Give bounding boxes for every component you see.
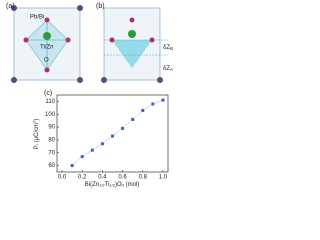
atom [11, 77, 17, 83]
point [121, 126, 125, 130]
label-part: A [170, 67, 173, 72]
y-tick-label: 80 [48, 137, 55, 143]
y-tick-label: 70 [48, 150, 55, 156]
point [70, 164, 74, 168]
y-tick-label: 110 [45, 99, 55, 105]
atom [77, 77, 83, 83]
atom [23, 37, 29, 43]
point [161, 98, 165, 102]
x-tick-label: 0.4 [98, 175, 107, 181]
atom [65, 37, 71, 43]
atom [129, 17, 135, 23]
point [100, 142, 104, 146]
point [111, 134, 114, 138]
label-part: Bi(Zn [85, 182, 99, 188]
atom [44, 17, 50, 23]
label: δZA [163, 66, 173, 73]
label-part: r [35, 143, 40, 145]
label: δZB [163, 45, 173, 52]
atom [149, 37, 155, 43]
atom [44, 67, 50, 73]
atom [109, 37, 115, 43]
label-part: P [34, 145, 40, 149]
page: (a) Pb/Bi Ti/Zn O (b) δZB δZA (c) Bi(Zn1… [6, 2, 174, 188]
triangle [112, 40, 152, 68]
x-tick-label: 0.6 [118, 175, 127, 181]
point [90, 148, 94, 152]
atom [43, 32, 51, 40]
y-tick-label: 100 [45, 112, 56, 118]
y-tick-label: 60 [48, 163, 55, 169]
point [131, 117, 135, 121]
label-part: (μC/cm [34, 123, 40, 144]
panel-label: (c) [44, 90, 52, 97]
atom [11, 5, 17, 11]
label-part: δZ [163, 66, 170, 72]
label-part: (mol) [124, 182, 139, 188]
y-axis-label: Pr (μC/cm2) [32, 119, 40, 150]
label: O [44, 58, 49, 64]
x-tick-label: 0.2 [78, 175, 87, 181]
x-axis-label: Bi(Zn1/2Ti1/2)O3 (mol) [85, 182, 140, 188]
figure: (a) Pb/Bi Ti/Zn O (b) δZB δZA (c) Bi(Zn1… [6, 3, 173, 188]
y-tick-label: 90 [48, 125, 55, 131]
label: Ti/Zn [40, 45, 53, 51]
label: Pb/Bi [30, 15, 44, 21]
label-part: B [170, 46, 173, 51]
atom [77, 5, 83, 11]
panel-label: (a) [6, 3, 15, 10]
series-line [71, 99, 164, 166]
label-part: )O [115, 182, 122, 188]
x-tick-label: 1.0 [159, 175, 168, 181]
panel-label: (b) [96, 3, 105, 10]
point [80, 155, 84, 159]
structure-a: (a) Pb/Bi Ti/Zn O [6, 3, 83, 83]
label-part: δZ [163, 45, 170, 51]
structure-b: (b) δZB δZA [96, 3, 173, 83]
label-part: Ti [105, 182, 110, 188]
plot-frame [56, 94, 169, 173]
atom [128, 30, 136, 38]
x-tick-label: 0.0 [58, 175, 67, 181]
x-tick-label: 0.8 [139, 175, 148, 181]
atom [157, 77, 163, 83]
point [141, 108, 145, 112]
atom [101, 77, 107, 83]
label-part: 2 [32, 120, 37, 123]
label-part: 3 [122, 183, 125, 188]
label-part: 1/2 [99, 183, 105, 188]
label-part: 1/2 [109, 183, 115, 188]
label-part: ) [34, 119, 40, 121]
point [151, 102, 155, 106]
